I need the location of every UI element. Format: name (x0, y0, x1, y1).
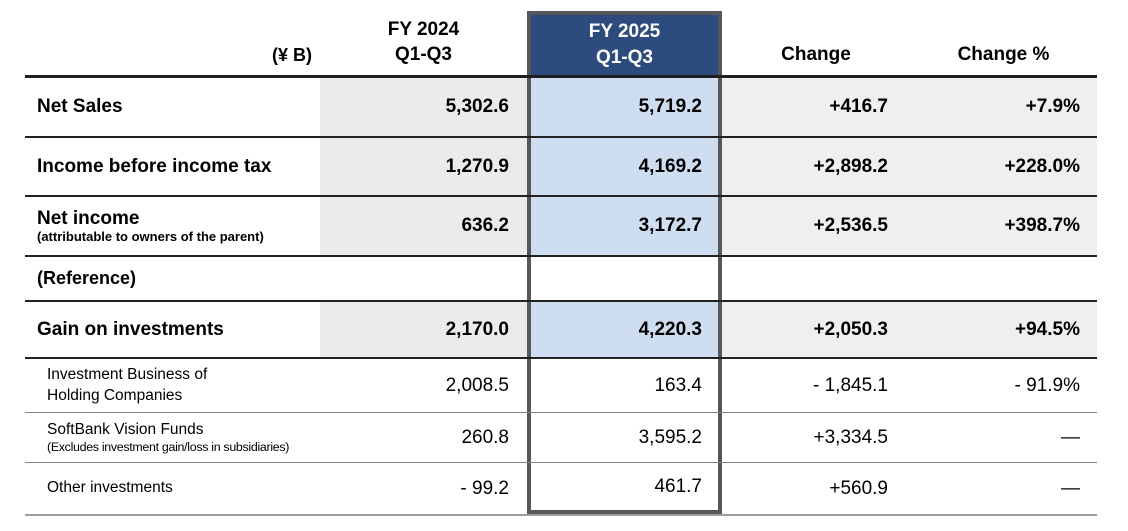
row-other-investments: Other investments - 99.2 461.7 +560.9 — (25, 463, 1097, 516)
row-net-sales: Net Sales 5,302.6 5,719.2 +416.7 +7.9% (25, 78, 1097, 138)
cell-fy2025: 5,719.2 (527, 78, 722, 136)
cell-fy2025: 3,172.7 (527, 197, 722, 255)
cell-fy2024: 260.8 (461, 426, 509, 448)
row-label-text-line2: Holding Companies (47, 386, 183, 404)
cell-change-pct: +398.7% (910, 197, 1097, 255)
cell-fy2025: 163.4 (527, 359, 722, 412)
cell-change-pct (910, 257, 1097, 300)
cell-change-pct: - 91.9% (1014, 374, 1080, 396)
row-label-text: Investment Business of (47, 366, 208, 384)
cell-fy2025 (527, 257, 722, 300)
row-label: Gain on investments (37, 318, 224, 340)
row-investment-business-of-holding-companies: Investment Business of Holding Companies… (25, 359, 1097, 413)
row-label-text: Net income (37, 207, 140, 229)
row-softbank-vision-funds: SoftBank Vision Funds (Excludes investme… (25, 413, 1097, 463)
cell-change-pct: — (1061, 477, 1080, 499)
row-net-income: Net income (attributable to owners of th… (25, 197, 1097, 257)
cell-change-pct: +94.5% (910, 302, 1097, 357)
fy2024-line2: Q1-Q3 (394, 44, 453, 66)
fy2025-highlight-box: FY 2025 Q1-Q3 (527, 11, 722, 75)
row-label: Net Sales (37, 96, 123, 117)
row-label-note: (Excludes investment gain/loss in subsid… (47, 440, 290, 455)
cell-fy2024: 5,302.6 (320, 78, 527, 136)
cell-change-pct: +7.9% (910, 78, 1097, 136)
row-gain-on-investments: Gain on investments 2,170.0 4,220.3 +2,0… (25, 302, 1097, 359)
row-label: Other investments (47, 479, 173, 497)
cell-fy2025: 4,169.2 (527, 138, 722, 195)
cell-change: +416.7 (722, 78, 910, 136)
row-income-before-income-tax: Income before income tax 1,270.9 4,169.2… (25, 138, 1097, 197)
row-label: (Reference) (37, 268, 137, 288)
cell-change: +3,334.5 (813, 426, 889, 448)
cell-fy2024: 636.2 (320, 197, 527, 255)
cell-change-pct: +228.0% (910, 138, 1097, 195)
row-label-text: SoftBank Vision Funds (47, 420, 204, 438)
cell-fy2024: 2,170.0 (320, 302, 527, 357)
unit-label: (¥ B) (272, 45, 312, 65)
row-label: SoftBank Vision Funds (Excludes investme… (25, 413, 320, 462)
cell-fy2024 (320, 257, 527, 300)
results-table: (¥ B) FY 2024 Q1-Q3 FY 2025 Q1-Q3 Change… (25, 0, 1097, 516)
column-header-change: Change (781, 44, 851, 66)
cell-change: - 1,845.1 (813, 374, 888, 396)
column-header-fy2025: FY 2025 Q1-Q3 (527, 0, 722, 75)
cell-change-pct: — (1061, 426, 1080, 448)
cell-fy2024: 1,270.9 (320, 138, 527, 195)
fy2025-line2: Q1-Q3 (595, 47, 654, 68)
row-label: Net income (attributable to owners of th… (25, 197, 320, 255)
cell-fy2025: 3,595.2 (527, 413, 722, 462)
cell-change: +2,898.2 (722, 138, 910, 195)
cell-change: +560.9 (829, 477, 888, 499)
row-reference: (Reference) (25, 257, 1097, 302)
cell-fy2025: 4,220.3 (527, 302, 722, 357)
fy2025-line1: FY 2025 (588, 21, 661, 43)
table-header-row: (¥ B) FY 2024 Q1-Q3 FY 2025 Q1-Q3 Change… (25, 0, 1097, 78)
row-label: Income before income tax (37, 155, 272, 177)
cell-change: +2,050.3 (722, 302, 910, 357)
row-label: Investment Business of Holding Companies (25, 359, 320, 412)
row-label-note: (attributable to owners of the parent) (37, 228, 264, 244)
column-header-fy2024: FY 2024 Q1-Q3 (320, 0, 527, 75)
cell-fy2024: - 99.2 (460, 477, 509, 499)
cell-fy2025: 461.7 (527, 463, 722, 514)
fy2024-line1: FY 2024 (387, 18, 460, 40)
column-header-change-pct: Change % (957, 44, 1050, 66)
cell-change (722, 257, 910, 300)
cell-fy2024: 2,008.5 (445, 374, 509, 396)
cell-change: +2,536.5 (722, 197, 910, 255)
